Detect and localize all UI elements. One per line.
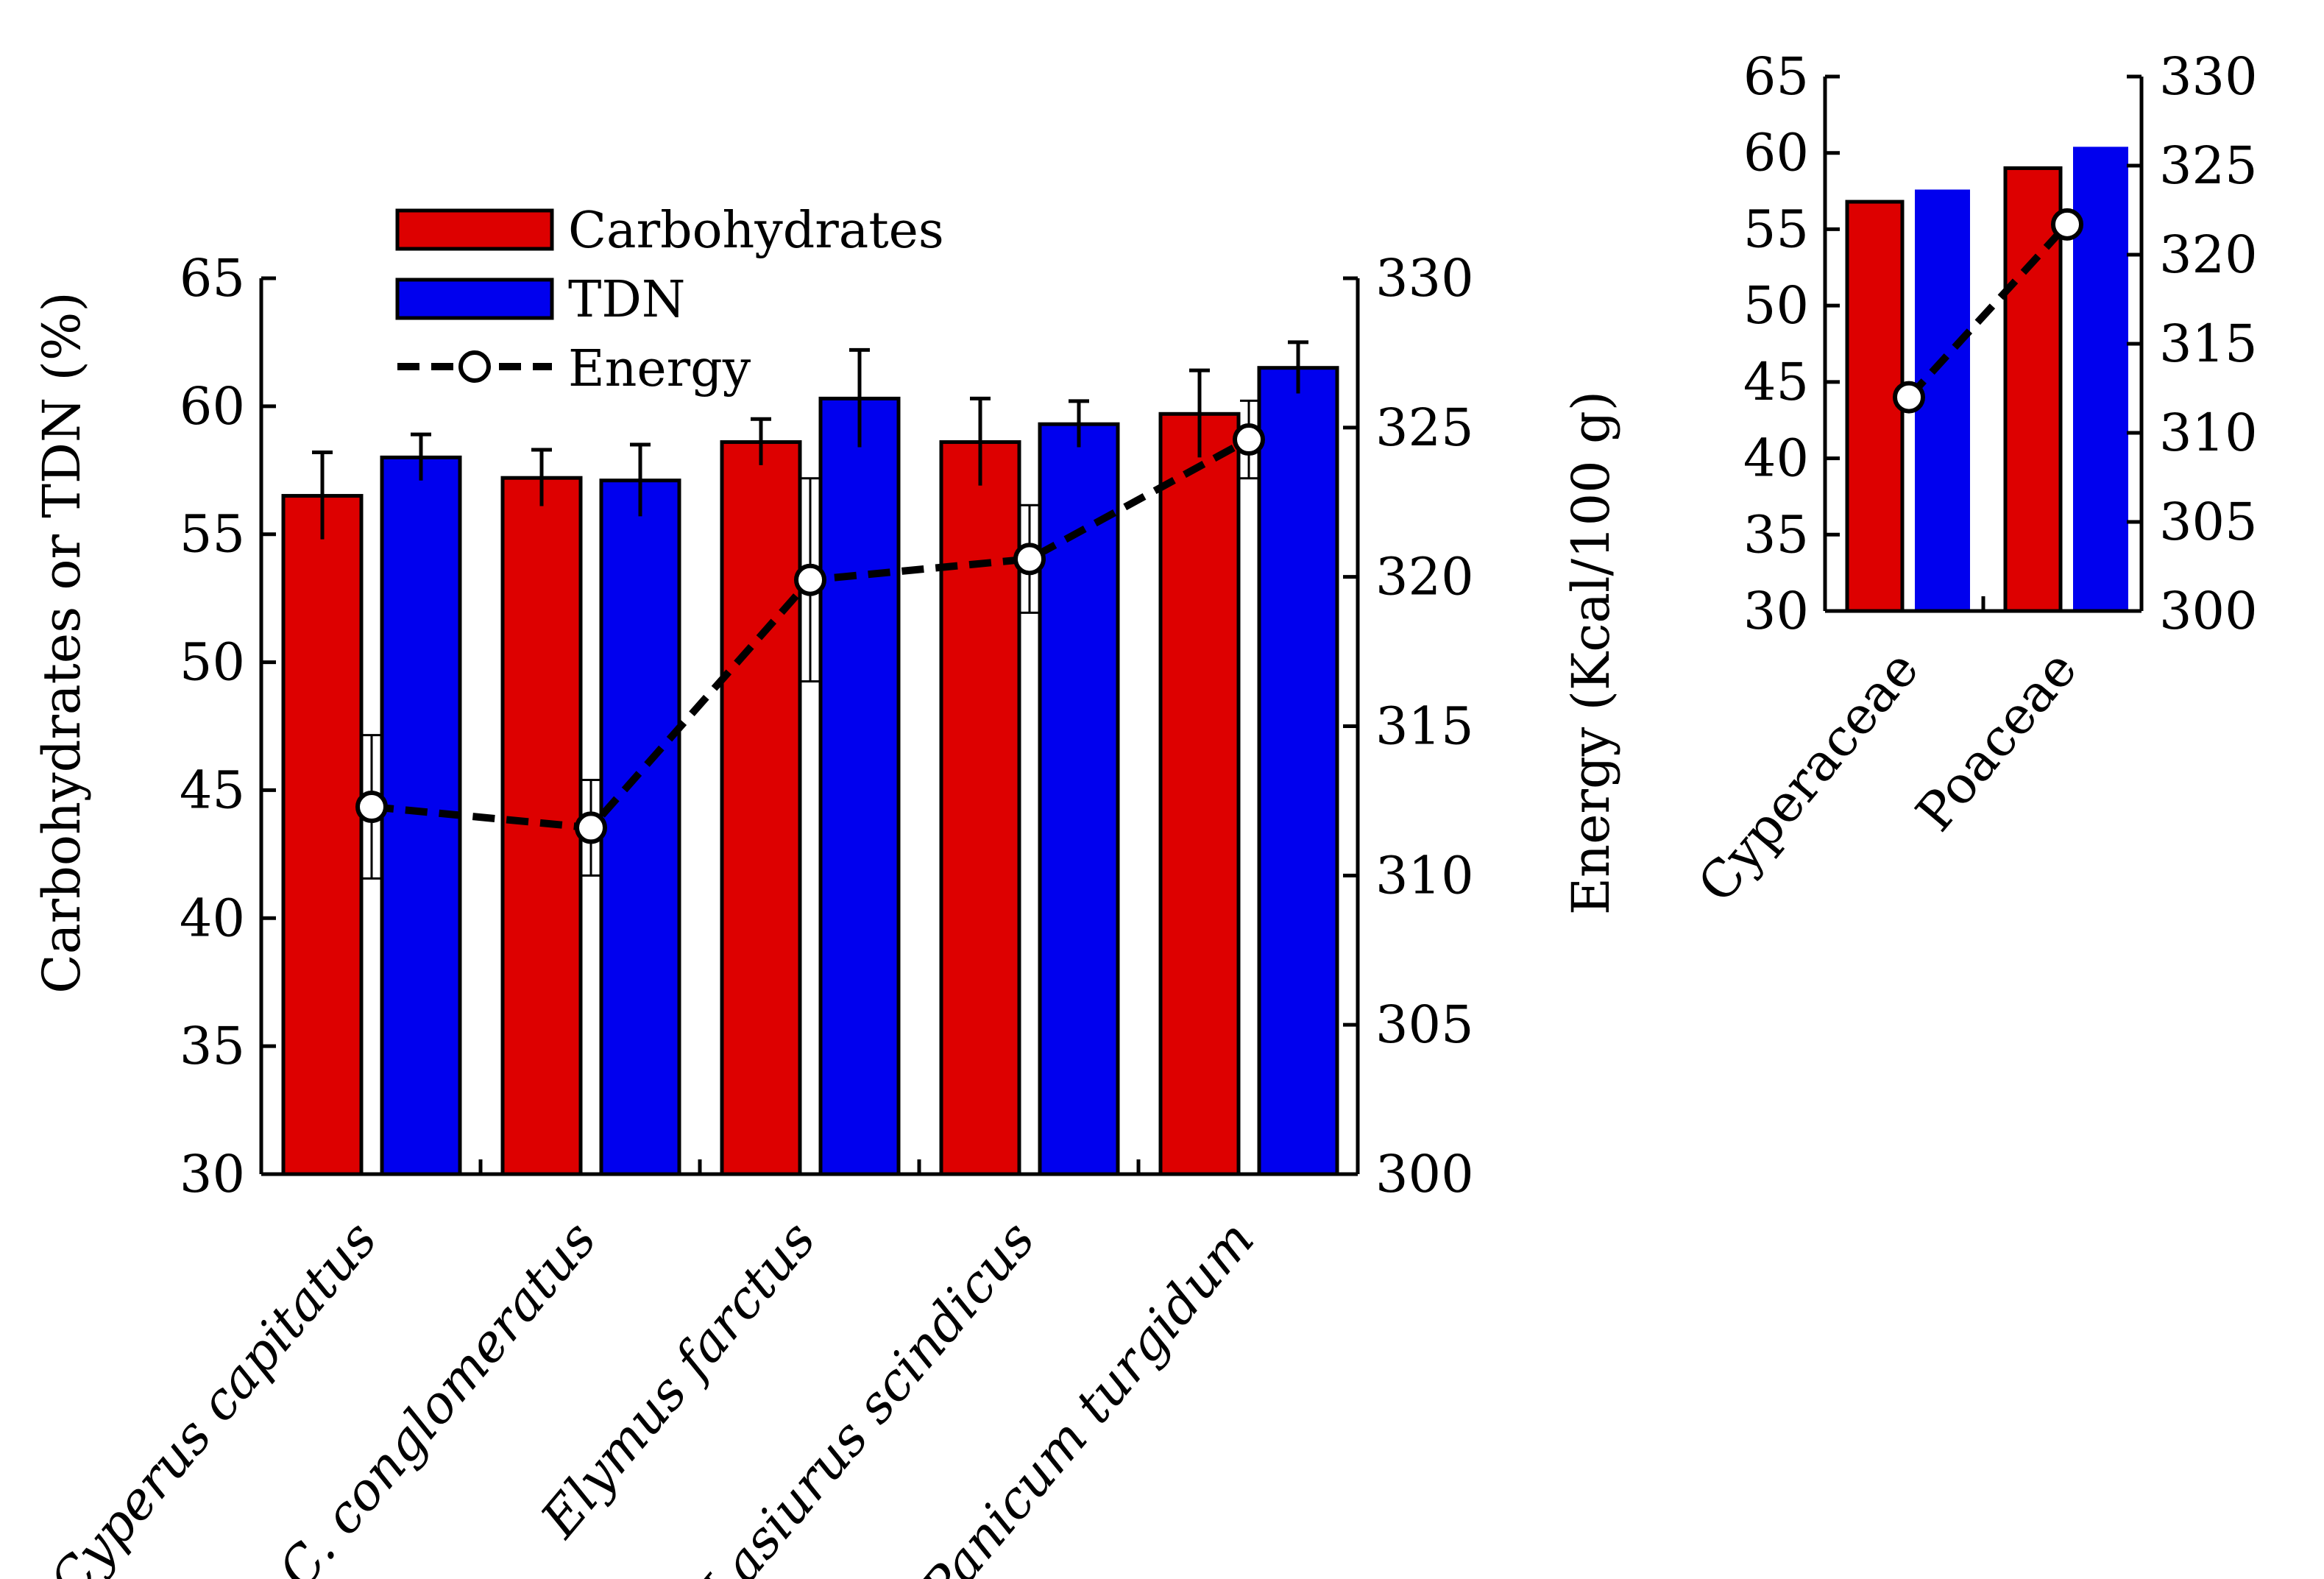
legend-marker-energy — [458, 350, 491, 383]
main-y2-tick-label: 300 — [1375, 1144, 1474, 1204]
main-y2-tick-label: 315 — [1375, 696, 1474, 757]
main-bar-carbohydrates — [939, 440, 1021, 1176]
inset-plot: 30 35 40 45 50 55 60 65 300 305 310 315 320 325 330 Cyp… — [1686, 46, 2257, 914]
main-y-tick-label: 65 — [180, 248, 245, 308]
inset-y2-tick-label: 305 — [2159, 492, 2258, 552]
legend: Carbohydrates TDN Energy — [395, 202, 944, 398]
main-bar-tdn — [818, 396, 901, 1176]
main-y2-tick-label: 320 — [1375, 547, 1474, 607]
inset-y-tick-label: 40 — [1743, 428, 1809, 489]
inset-bar-carbohydrates — [2003, 166, 2063, 613]
legend-label-carbohydrates: Carbohydrates — [568, 202, 944, 260]
main-y-tick-label: 50 — [180, 632, 245, 693]
inset-y-tick-label: 60 — [1743, 123, 1809, 183]
main-y2-tick-label: 330 — [1375, 248, 1474, 308]
main-bar-carbohydrates — [720, 440, 802, 1176]
legend-swatch-tdn — [395, 278, 554, 320]
inset-bar-carbohydrates — [1845, 199, 1905, 613]
inset-y-tick-label: 30 — [1743, 581, 1809, 641]
main-y-tick-label: 35 — [180, 1016, 245, 1076]
inset-energy-point — [1893, 381, 1925, 414]
main-y-tick-label: 55 — [180, 504, 245, 565]
main-y-tick-label: 45 — [180, 760, 245, 820]
main-y-tick-label: 60 — [180, 376, 245, 437]
main-bar-tdn — [599, 478, 681, 1176]
main-y2-tick-label: 310 — [1375, 845, 1474, 905]
main-bar-carbohydrates — [281, 494, 364, 1176]
legend-label-tdn: TDN — [568, 271, 685, 329]
main-energy-point — [794, 563, 826, 596]
inset-energy-line — [1906, 222, 2070, 400]
inset-energy-point — [2051, 208, 2083, 241]
inset-bar-tdn — [2073, 146, 2128, 612]
main-energy-point — [355, 791, 388, 824]
inset-y-tick-label: 65 — [1743, 46, 1809, 107]
inset-y-tick-label: 55 — [1743, 199, 1809, 259]
main-bar-carbohydrates — [1158, 411, 1241, 1176]
main-bar-tdn — [1038, 422, 1120, 1176]
main-energy-point — [575, 811, 607, 844]
inset-y2-tick-label: 330 — [2159, 46, 2258, 107]
main-energy-point — [1233, 423, 1265, 456]
inset-y2-tick-label: 325 — [2159, 135, 2258, 196]
legend-swatch-carbohydrates — [395, 208, 554, 251]
main-energy-point — [1013, 543, 1046, 576]
inset-y-tick-label: 35 — [1743, 504, 1809, 565]
main-bar-tdn — [1257, 366, 1339, 1176]
main-plot: 3035404550556065300305310315320325330Cyp… — [38, 248, 1474, 1579]
inset-category-label: Poaceae — [1905, 639, 2089, 842]
main-y2-tick-label: 305 — [1375, 995, 1474, 1055]
inset-y2-tick-label: 320 — [2159, 225, 2258, 285]
inset-y2-tick-label: 310 — [2159, 403, 2258, 463]
inset-y-tick-label: 45 — [1743, 352, 1809, 412]
main-y-tick-label: 40 — [180, 888, 245, 948]
legend-label-energy: Energy — [568, 340, 751, 398]
inset-category-label: Cyperaceae — [1686, 639, 1930, 914]
main-y2-tick-label: 325 — [1375, 398, 1474, 458]
inset-y2-tick-label: 315 — [2159, 314, 2258, 374]
y-axis-title: Carbohydrates or TDN (%) — [32, 292, 92, 993]
inset-y2-tick-label: 300 — [2159, 581, 2258, 641]
inset-y-tick-label: 50 — [1743, 275, 1809, 336]
y2-axis-title: Energy (Kcal/100 g) — [1561, 391, 1621, 915]
main-y-tick-label: 30 — [180, 1144, 245, 1204]
